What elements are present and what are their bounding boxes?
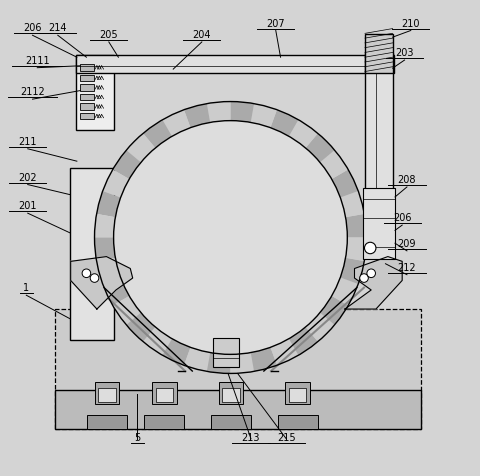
Wedge shape xyxy=(103,170,129,198)
Wedge shape xyxy=(230,353,254,374)
Bar xyxy=(285,382,310,405)
Wedge shape xyxy=(96,258,120,284)
Bar xyxy=(365,35,393,74)
Circle shape xyxy=(364,243,376,254)
Wedge shape xyxy=(95,215,115,238)
Wedge shape xyxy=(184,347,210,372)
Bar xyxy=(80,104,94,110)
Wedge shape xyxy=(103,278,129,306)
Wedge shape xyxy=(96,192,120,218)
Circle shape xyxy=(90,274,99,283)
Bar xyxy=(222,388,240,402)
Wedge shape xyxy=(270,339,299,366)
Text: 2112: 2112 xyxy=(20,87,45,97)
Text: 5: 5 xyxy=(134,432,141,442)
Wedge shape xyxy=(207,353,230,374)
Bar xyxy=(87,415,127,429)
Text: 210: 210 xyxy=(401,19,420,29)
Wedge shape xyxy=(340,192,364,218)
Wedge shape xyxy=(207,102,230,123)
Polygon shape xyxy=(345,257,402,309)
Bar xyxy=(55,309,421,429)
Circle shape xyxy=(114,121,348,355)
Text: 214: 214 xyxy=(48,23,67,33)
Text: 206: 206 xyxy=(23,23,42,33)
Wedge shape xyxy=(163,339,191,366)
Bar xyxy=(211,415,251,429)
Wedge shape xyxy=(320,296,348,325)
Bar xyxy=(144,415,184,429)
Bar xyxy=(80,95,94,101)
Text: 211: 211 xyxy=(19,137,37,147)
Text: 201: 201 xyxy=(19,201,37,211)
Wedge shape xyxy=(270,110,299,137)
Wedge shape xyxy=(289,120,318,149)
Wedge shape xyxy=(346,215,366,238)
Text: 204: 204 xyxy=(192,30,211,40)
Circle shape xyxy=(82,269,91,278)
Bar xyxy=(278,415,318,429)
Polygon shape xyxy=(71,257,132,309)
Bar xyxy=(362,189,395,259)
Wedge shape xyxy=(251,104,277,129)
Bar xyxy=(80,114,94,120)
Bar xyxy=(80,85,94,91)
Wedge shape xyxy=(113,296,141,325)
Text: 207: 207 xyxy=(266,19,285,29)
Text: 208: 208 xyxy=(398,175,416,185)
Text: 202: 202 xyxy=(18,172,37,182)
Circle shape xyxy=(367,269,375,278)
Circle shape xyxy=(360,274,368,283)
Bar xyxy=(152,382,177,405)
Bar xyxy=(98,388,116,402)
Text: 1: 1 xyxy=(23,283,29,293)
Text: 205: 205 xyxy=(99,30,118,40)
Wedge shape xyxy=(113,151,141,180)
Wedge shape xyxy=(143,327,172,356)
Text: 212: 212 xyxy=(397,262,416,272)
Wedge shape xyxy=(332,170,358,198)
Wedge shape xyxy=(251,347,277,372)
Bar xyxy=(213,338,239,367)
Wedge shape xyxy=(143,120,172,149)
Wedge shape xyxy=(163,110,191,137)
Bar xyxy=(70,169,114,340)
Text: 213: 213 xyxy=(242,432,260,442)
Bar xyxy=(80,76,94,82)
Wedge shape xyxy=(230,102,254,123)
Text: 203: 203 xyxy=(396,48,414,58)
Wedge shape xyxy=(340,258,364,284)
Bar xyxy=(55,390,421,429)
Wedge shape xyxy=(184,104,210,129)
Wedge shape xyxy=(126,313,156,342)
Wedge shape xyxy=(306,313,335,342)
Bar xyxy=(76,56,394,74)
Wedge shape xyxy=(95,238,115,261)
Text: 215: 215 xyxy=(277,432,296,442)
Text: 206: 206 xyxy=(393,213,411,223)
Text: 2111: 2111 xyxy=(25,56,49,66)
Wedge shape xyxy=(306,134,335,163)
Wedge shape xyxy=(346,238,366,261)
Wedge shape xyxy=(320,151,348,180)
Bar xyxy=(80,65,94,71)
Bar xyxy=(95,382,120,405)
Wedge shape xyxy=(126,134,156,163)
Bar xyxy=(289,388,306,402)
Wedge shape xyxy=(332,278,358,306)
Wedge shape xyxy=(289,327,318,356)
Bar xyxy=(76,56,114,131)
Bar xyxy=(218,382,243,405)
Bar xyxy=(365,54,393,196)
Text: 209: 209 xyxy=(398,238,416,248)
Bar xyxy=(156,388,173,402)
